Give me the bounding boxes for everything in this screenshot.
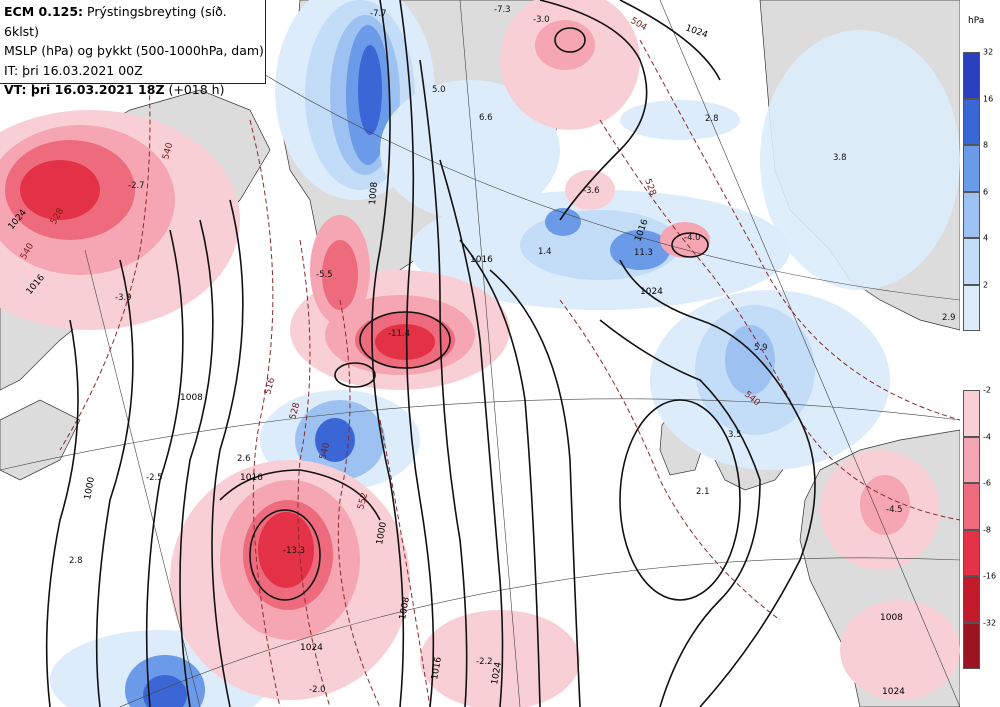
legend-fall-swatch [963, 390, 980, 437]
info-line-1: ECM 0.125: Prýstingsbreyting (síð. 6klst… [4, 2, 265, 41]
value-label: -3.9 [115, 293, 132, 303]
value-label: 6.6 [479, 113, 493, 123]
color-legend: hPa 32 16 8 6 4 2 -2 -4 -6 -8 -16 -32 [960, 0, 1000, 707]
legend-rise-swatch [963, 98, 980, 145]
info-line-4: VT: þri 16.03.2021 18Z (+018 h) [4, 80, 265, 100]
model-name: ECM 0.125: [4, 4, 84, 19]
legend-fall-swatch [963, 622, 980, 669]
isobar-label: 1024 [882, 687, 905, 697]
isobar-label: 1016 [430, 656, 444, 681]
legend-fall-tick-label: -8 [983, 525, 991, 534]
value-label: -2.7 [128, 181, 145, 191]
value-label: -4.5 [886, 505, 903, 515]
value-label: -3.6 [583, 186, 600, 196]
legend-fall-swatch [963, 576, 980, 623]
value-label: 5.0 [432, 85, 446, 95]
value-label: 2.8 [69, 556, 83, 566]
isobar-label: 1008 [880, 613, 903, 623]
value-label: 2.8 [705, 114, 719, 124]
legend-fall-swatch [963, 436, 980, 483]
thickness-lines [59, 0, 960, 707]
isobars [45, 0, 816, 707]
legend-rise-tick-label: 32 [983, 47, 994, 57]
legend-unit: hPa [968, 16, 985, 26]
value-label: -7.7 [370, 9, 387, 19]
value-label: -7.3 [494, 5, 511, 15]
legend-fall-swatch [963, 529, 980, 576]
legend-rise-tick-label: 6 [983, 187, 989, 196]
value-label: -2.5 [146, 473, 163, 483]
pressure-fall-fields [0, 0, 960, 707]
weather-map: 1008 1016 1024 1000 1008 1016 1024 1016 … [0, 0, 960, 707]
value-label: -13.3 [283, 546, 305, 556]
legend-rise-tick-label: 2 [983, 280, 989, 289]
value-label: -5.5 [316, 270, 333, 280]
map-canvas: 1008 1016 1024 1000 1008 1016 1024 1016 … [0, 0, 960, 707]
isobar-label: 1008 [180, 393, 203, 403]
isobar-label: 1008 [368, 181, 380, 205]
info-line-2: MSLP (hPa) og þykkt (500-1000hPa, dam) [4, 43, 264, 58]
pressure-rise-fields [50, 0, 960, 707]
thickness-label: 552 [356, 492, 370, 511]
value-label: 3.8 [833, 153, 847, 163]
value-label: 2.9 [942, 313, 956, 323]
legend-fall-swatch [963, 483, 980, 530]
legend-rise-tick-label: 16 [983, 94, 994, 103]
legend-fall-tick-label: -6 [983, 478, 991, 488]
value-label: 11.3 [634, 248, 653, 258]
value-label: -2.0 [309, 685, 326, 695]
isobar-label: 1000 [83, 476, 97, 501]
isobar-label: 1024 [300, 643, 323, 653]
thickness-label: 516 [263, 376, 277, 395]
value-label: 3.5 [728, 430, 742, 440]
legend-fall-tick-label: -2 [983, 385, 991, 395]
pressure-change-values: -7.7 -7.3 -3.0 5.0 6.6 2.8 3.8 -3.6 -4.0… [69, 5, 956, 695]
value-label: 2.6 [237, 454, 251, 464]
thickness-label: 528 [288, 401, 302, 420]
value-label: 1.4 [538, 247, 552, 257]
legend-rise-swatch [963, 52, 980, 99]
isobar-label: 1008 [398, 596, 412, 621]
isobar-label: 1024 [490, 661, 504, 686]
value-label: 5.9 [754, 343, 768, 353]
legend-rise-swatch [963, 191, 980, 238]
value-label: -4.0 [684, 233, 701, 243]
labrador [0, 399, 81, 481]
thickness-label: 540 [318, 441, 332, 460]
legend-rise-tick-label: 4 [983, 233, 989, 243]
legend-rise-swatch [963, 284, 980, 331]
isobar-label: 1016 [470, 255, 493, 265]
legend-rise-tick-label: 8 [983, 140, 989, 150]
valid-time: VT: þri 16.03.2021 18Z [4, 82, 165, 97]
legend-rise-swatch [963, 145, 980, 192]
field-description: Prýstingsbreyting (síð. 6klst) [4, 4, 227, 39]
isobar-label: 1024 [640, 287, 663, 297]
isobar-label: 1016 [240, 473, 263, 483]
forecast-hour: (+018 h) [168, 82, 225, 97]
thickness-label: 540 [161, 141, 175, 160]
isobar-label: 1000 [375, 521, 389, 546]
value-label: 2.1 [696, 487, 710, 497]
legend-rise-swatch [963, 238, 980, 285]
legend-fall-tick-label: -32 [983, 618, 997, 627]
map-info-box: ECM 0.125: Prýstingsbreyting (síð. 6klst… [0, 0, 266, 97]
value-label: -3.0 [533, 15, 550, 25]
value-label: -2.2 [476, 657, 493, 667]
legend-fall-tick-label: -4 [983, 432, 991, 441]
value-label: -11.4 [388, 329, 410, 339]
info-line-3: IT: þri 16.03.2021 00Z [4, 62, 143, 78]
legend-fall-tick-label: -16 [983, 571, 997, 581]
